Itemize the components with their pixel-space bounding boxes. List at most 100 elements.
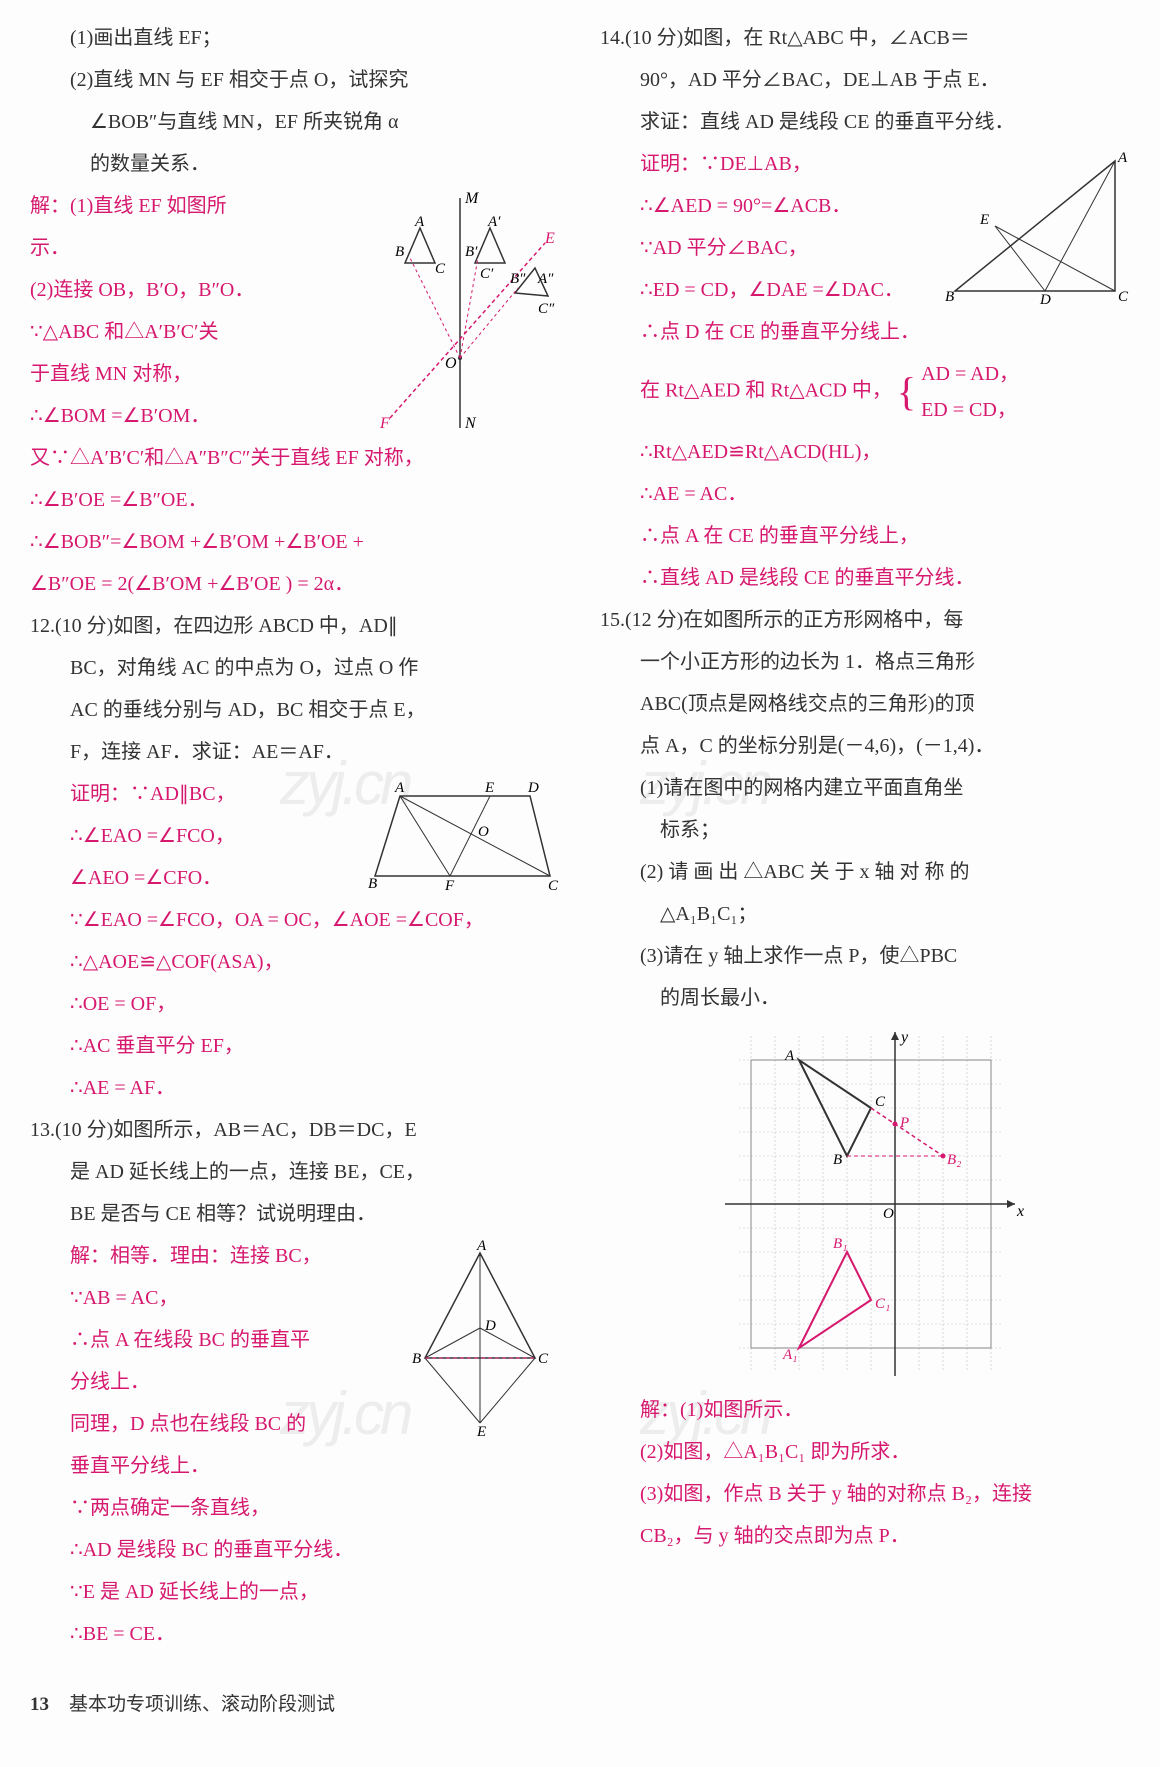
svg-text:A₁: A₁ [782,1347,797,1363]
svg-text:B′: B′ [465,244,478,260]
q14-sol6a: 在 Rt△AED 和 Rt△ACD 中， [640,380,892,402]
svg-text:N: N [464,415,477,432]
svg-text:C: C [875,1094,886,1110]
svg-text:A: A [414,214,425,230]
svg-text:C: C [538,1351,549,1367]
svg-text:B: B [945,289,954,305]
q13-sol4: 分线上． [30,1364,390,1400]
q15-sol4: CB₂，与 y 轴的交点即为点 P． [600,1518,1130,1554]
q15-part1a: (1)请在图中的网格内建立平面直角坐 [600,770,1130,806]
q11-sol1b: 示． [30,230,350,266]
q15-sol3: (3)如图，作点 B 关于 y 轴的对称点 B₂，连接 [600,1476,1130,1512]
q12-sol7: ∴AC 垂直平分 EF， [30,1028,560,1064]
q13-sol3: ∴点 A 在线段 BC 的垂直平 [30,1322,390,1358]
right-column: 14.(10 分)如图，在 Rt△ABC 中，∠ACB＝ 90°，AD 平分∠B… [600,20,1130,1658]
q12-stem2: BC，对角线 AC 的中点为 O，过点 O 作 [30,650,560,686]
q12-sol8: ∴AE = AF． [30,1070,560,1106]
svg-text:C: C [435,261,446,277]
q11-sol2: (2)连接 OB，B′O，B″O． [30,272,350,308]
q15-figure: y x O ABC A₁B₁C₁ B₂ P [600,1024,1130,1384]
svg-text:B″: B″ [510,271,526,287]
svg-text:F: F [444,878,455,894]
q12-sol6: ∴OE = OF， [30,986,560,1022]
q13-sol7: ∵两点确定一条直线， [30,1490,560,1526]
svg-text:C″: C″ [538,301,555,317]
q14-sol2: ∴∠AED = 90°=∠ACB． [600,188,930,224]
q14-sol10: ∴直线 AD 是线段 CE 的垂直平分线． [600,560,1130,596]
svg-text:E: E [484,780,494,796]
svg-text:C₁: C₁ [875,1296,890,1312]
left-column: (1)画出直线 EF； (2)直线 MN 与 EF 相交于点 O，试探究 ∠BO… [30,20,560,1658]
svg-text:D: D [484,1318,496,1334]
svg-text:P: P [899,1115,909,1131]
q11-figure: M N F E AB C A′ B′C′ A″ B″ C″ O [360,188,560,438]
q15-sol2: (2)如图，△A₁B₁C₁ 即为所求． [600,1434,1130,1470]
q11-part1: (1)画出直线 EF； [30,20,560,56]
q15-stem1: 15.(12 分)在如图所示的正方形网格中，每 [600,602,1130,638]
svg-text:B₂: B₂ [947,1152,961,1168]
svg-text:E: E [476,1424,486,1438]
svg-text:O: O [478,824,489,840]
svg-text:C: C [548,878,559,894]
svg-text:E: E [544,230,555,247]
svg-text:C′: C′ [480,266,494,282]
svg-text:A: A [1117,150,1128,166]
q13-sol6: 垂直平分线上． [30,1448,390,1484]
svg-text:A: A [394,780,405,796]
q12-sol1: 证明：∵AD∥BC， [30,776,350,812]
q11-sol7: ∴∠B′OE =∠B″OE． [30,482,560,518]
q12-stem1: 12.(10 分)如图，在四边形 ABCD 中，AD∥ [30,608,560,644]
svg-text:E: E [979,212,989,228]
q11-part2a: (2)直线 MN 与 EF 相交于点 O，试探究 [30,62,560,98]
q13-sol2: ∵AB = AC， [30,1280,390,1316]
q13-sol10: ∴BE = CE． [30,1616,560,1652]
svg-text:C: C [1118,289,1129,305]
q14-sol1: 证明：∵DE⊥AB， [600,146,930,182]
q13-sol5: 同理，D 点也在线段 BC 的 [30,1406,390,1442]
q12-stem3: AC 的垂线分别与 AD，BC 相交于点 E， [30,692,560,728]
q14-sol9: ∴点 A 在 CE 的垂直平分线上， [600,518,1130,554]
q12-sol5: ∴△AOE≌△COF(ASA)， [30,944,560,980]
page-footer: 13 基本功专项训练、滚动阶段测试 [30,1688,1130,1722]
svg-text:y: y [899,1029,909,1046]
q14-figure: A E B D C [940,146,1130,306]
q13-stem1: 13.(10 分)如图所示，AB＝AC，DB＝DC，E [30,1112,560,1148]
q15-sol1: 解：(1)如图所示． [600,1392,1130,1428]
q11-part2b: ∠BOB″与直线 MN，EF 所夹锐角 α [30,104,560,140]
q15-part1b: 标系； [600,812,1130,848]
q13-sol8: ∴AD 是线段 BC 的垂直平分线． [30,1532,560,1568]
q14-sol6b: AD = AD， [921,356,1019,392]
page-number: 13 [30,1688,49,1722]
svg-text:O: O [445,355,457,372]
q11-sol8: ∴∠BOB″=∠BOM +∠B′OM +∠B′OE + [30,524,560,560]
q11-sol6: 又∵△A′B′C′和△A″B″C″关于直线 EF 对称， [30,440,560,476]
q14-stem3: 求证：直线 AD 是线段 CE 的垂直平分线． [600,104,1130,140]
svg-text:M: M [464,190,480,207]
svg-text:B: B [368,876,377,892]
svg-text:F: F [379,415,390,432]
q12-sol4: ∵∠EAO =∠FCO，OA = OC，∠AOE =∠COF， [30,902,560,938]
q14-sol6: 在 Rt△AED 和 Rt△ACD 中， { AD = AD， ED = CD， [600,356,1130,428]
svg-text:A: A [784,1048,795,1064]
svg-text:B: B [833,1152,842,1168]
q15-part3b: 的周长最小． [600,980,1130,1016]
q12-figure: AED O BFC [360,776,560,896]
q15-stem2: 一个小正方形的边长为 1．格点三角形 [600,644,1130,680]
svg-text:O: O [883,1206,894,1222]
q14-sol5: ∴点 D 在 CE 的垂直平分线上． [600,314,1130,350]
q13-figure: A D B C E [400,1238,560,1438]
q14-stem1: 14.(10 分)如图，在 Rt△ABC 中，∠ACB＝ [600,20,1130,56]
q13-sol9: ∵E 是 AD 延长线上的一点， [30,1574,560,1610]
svg-text:B: B [395,244,404,260]
q11-sol4: 于直线 MN 对称， [30,356,350,392]
q14-sol4: ∴ED = CD，∠DAE =∠DAC． [600,272,930,308]
q12-sol2: ∴∠EAO =∠FCO， [30,818,350,854]
brace-icon: { [897,382,916,402]
svg-text:A″: A″ [537,271,554,287]
svg-text:A′: A′ [487,214,501,230]
q14-stem2: 90°，AD 平分∠BAC，DE⊥AB 于点 E． [600,62,1130,98]
q15-part2a: (2) 请 画 出 △ABC 关 于 x 轴 对 称 的 [600,854,1130,890]
footer-title: 基本功专项训练、滚动阶段测试 [69,1688,335,1722]
q11-sol5: ∴∠BOM =∠B′OM． [30,398,350,434]
q15-stem4: 点 A，C 的坐标分别是(－4,6)，(－1,4)． [600,728,1130,764]
